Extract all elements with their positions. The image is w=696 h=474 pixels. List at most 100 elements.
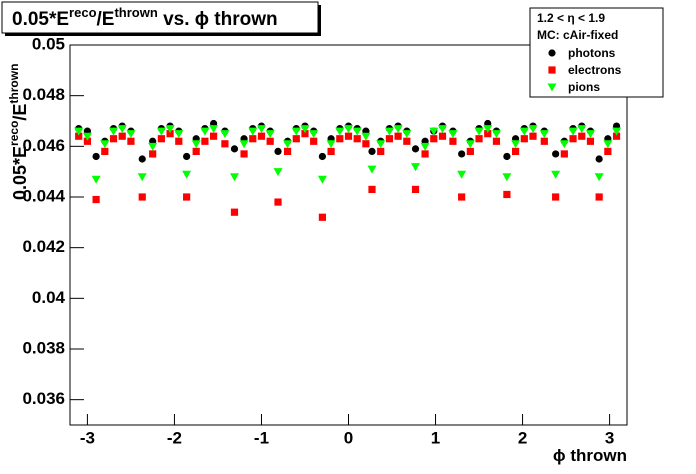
point xyxy=(230,145,239,153)
point xyxy=(559,140,569,149)
point xyxy=(465,140,475,149)
legend-label: pions xyxy=(568,80,600,94)
point xyxy=(551,170,561,179)
x-tick-label: 3 xyxy=(605,428,614,447)
y-label-part: /E xyxy=(10,104,30,121)
legend-label: photons xyxy=(568,46,616,60)
point xyxy=(138,155,146,163)
point xyxy=(230,208,239,216)
point xyxy=(221,140,229,148)
point xyxy=(326,140,336,149)
point xyxy=(292,135,300,143)
point xyxy=(156,127,166,136)
legend-header: MC: cAir-fixed xyxy=(537,28,618,42)
point xyxy=(586,137,595,145)
point xyxy=(540,137,548,145)
title-box xyxy=(1,1,319,34)
point xyxy=(492,137,501,145)
point xyxy=(344,125,353,134)
point xyxy=(568,127,578,136)
point xyxy=(367,165,377,174)
point xyxy=(175,137,183,145)
point xyxy=(201,137,209,145)
point xyxy=(157,135,165,143)
y-tick-label: 0.042 xyxy=(22,237,65,256)
point xyxy=(266,137,274,145)
x-tick-label: -1 xyxy=(254,428,269,447)
point xyxy=(421,150,429,158)
point xyxy=(466,147,474,155)
point xyxy=(547,83,557,92)
point xyxy=(256,125,266,134)
point xyxy=(603,140,613,149)
point xyxy=(74,127,84,136)
point xyxy=(335,127,345,136)
point xyxy=(560,150,568,158)
point xyxy=(449,137,457,145)
legend-label: electrons xyxy=(568,63,622,77)
point xyxy=(569,135,577,143)
point xyxy=(385,135,394,143)
point xyxy=(249,135,257,143)
point xyxy=(126,130,136,139)
y-tick-label: 0.038 xyxy=(22,338,65,357)
point xyxy=(519,127,529,136)
point xyxy=(283,147,292,155)
x-tick-label: 2 xyxy=(518,428,527,447)
point xyxy=(411,145,420,153)
point xyxy=(183,193,191,201)
point xyxy=(402,130,412,139)
point xyxy=(474,127,484,136)
point xyxy=(552,193,560,201)
point xyxy=(448,130,458,139)
title-part: /E xyxy=(97,9,115,30)
point xyxy=(75,132,83,140)
x-tick-label: -2 xyxy=(167,428,182,447)
point xyxy=(300,125,310,134)
point xyxy=(301,130,309,138)
point xyxy=(393,125,403,134)
point xyxy=(92,195,100,204)
y-label-part: thrown xyxy=(7,64,21,104)
point xyxy=(283,140,293,149)
point xyxy=(528,125,538,134)
y-label-part: reco xyxy=(7,121,21,146)
point xyxy=(457,170,467,179)
point xyxy=(503,190,511,199)
point xyxy=(82,132,92,141)
point xyxy=(109,135,118,143)
point xyxy=(394,132,402,140)
point xyxy=(403,137,411,145)
point xyxy=(429,127,439,136)
point xyxy=(585,130,595,139)
point xyxy=(309,130,319,139)
y-tick-label: 0.04 xyxy=(32,288,66,307)
point xyxy=(361,132,371,141)
point xyxy=(376,140,386,149)
y-tick-label: 0.046 xyxy=(22,136,65,155)
point xyxy=(430,135,438,143)
point xyxy=(368,185,376,193)
point xyxy=(109,127,119,136)
point xyxy=(604,147,612,155)
point xyxy=(491,130,501,139)
point xyxy=(318,213,326,221)
point xyxy=(274,147,282,155)
point xyxy=(166,130,174,138)
point xyxy=(548,66,556,74)
point xyxy=(149,150,157,158)
point xyxy=(101,147,109,155)
point xyxy=(511,140,521,149)
point xyxy=(384,127,394,136)
title-part: thrown xyxy=(114,5,157,20)
point xyxy=(458,193,466,201)
point xyxy=(192,147,200,155)
y-tick-label: 0.036 xyxy=(22,389,65,408)
point xyxy=(612,132,621,140)
title-part: vs. ϕ thrown xyxy=(158,9,278,30)
point xyxy=(310,137,318,145)
y-tick-label: 0.044 xyxy=(22,186,65,205)
point xyxy=(257,132,266,140)
point xyxy=(577,125,587,134)
